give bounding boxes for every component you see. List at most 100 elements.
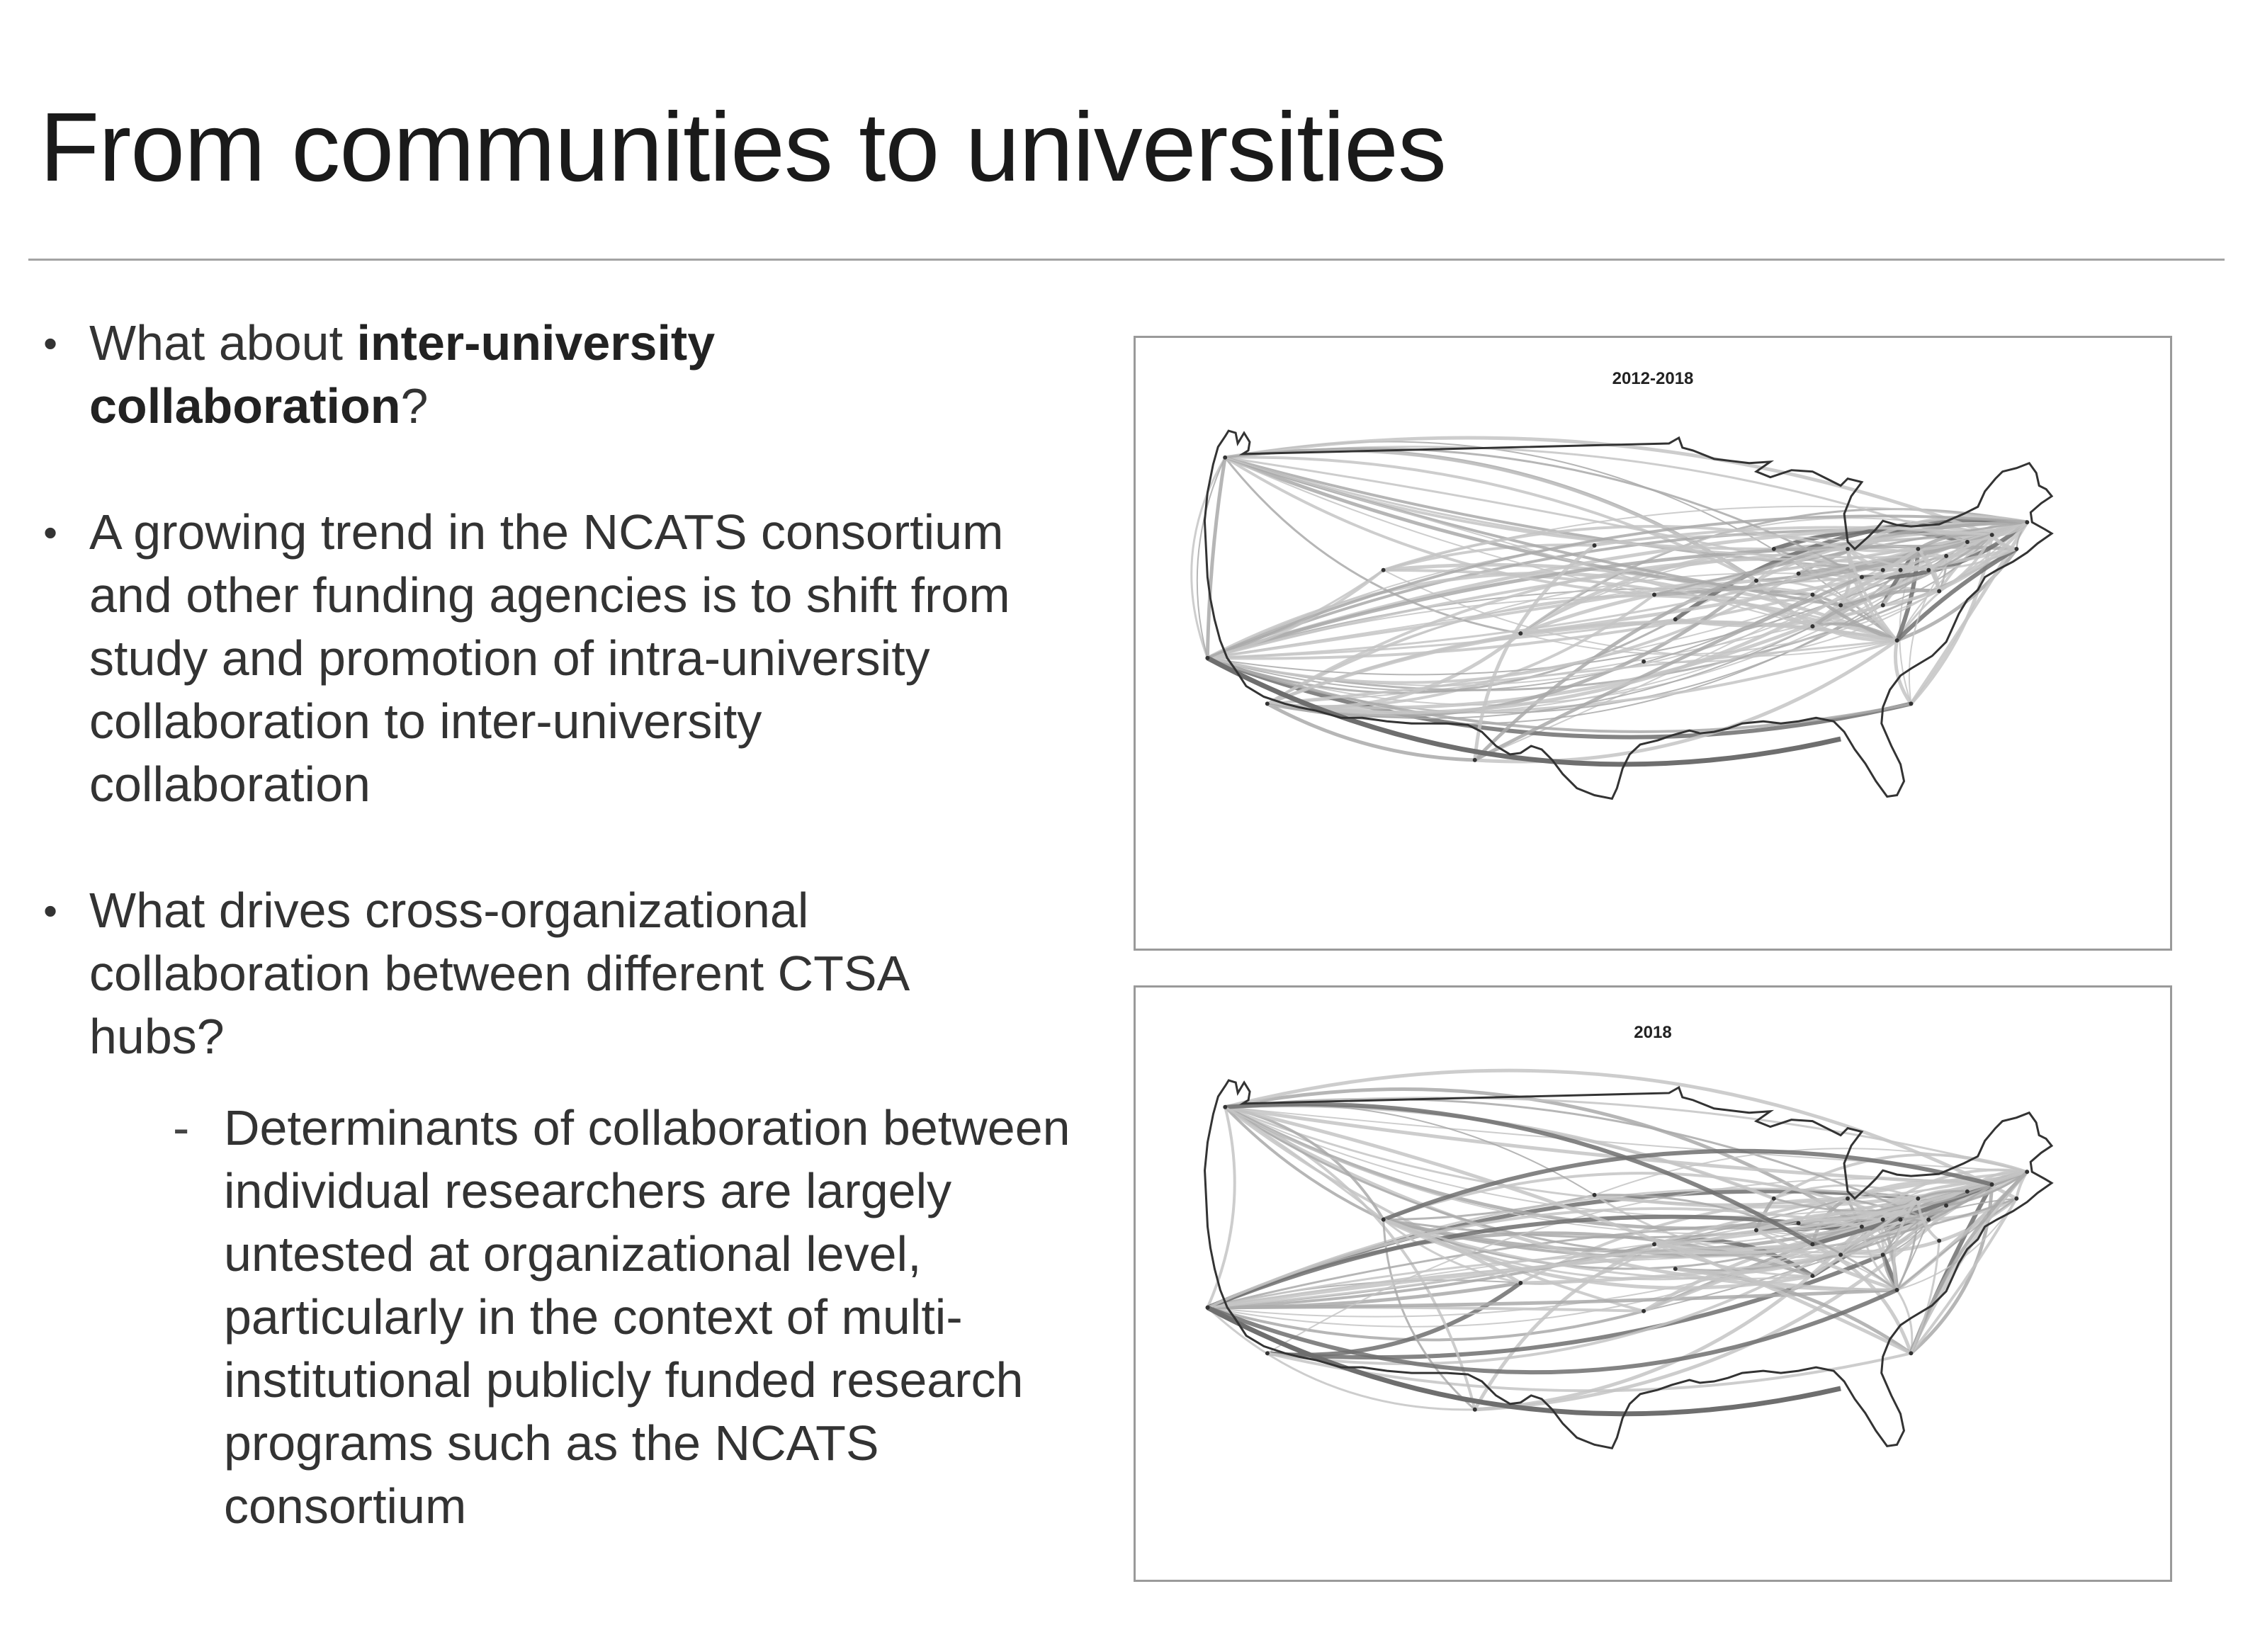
- hub-node: [1592, 1192, 1597, 1197]
- collaboration-edge: [1207, 1288, 1897, 1310]
- hub-node: [1894, 638, 1899, 643]
- collaboration-edge: [1207, 594, 1841, 659]
- collaboration-edge: [1892, 1197, 1919, 1291]
- hub-node: [1859, 575, 1864, 579]
- hub-node: [1965, 540, 1970, 544]
- collaboration-edge: [1224, 456, 1521, 635]
- collaboration-edge: [1643, 1190, 1968, 1313]
- collaboration-edge: [1847, 548, 2018, 570]
- hub-node: [1205, 1305, 1210, 1310]
- collaboration-edge: [1894, 548, 1921, 642]
- hub-node: [1944, 1203, 1949, 1208]
- collaboration-edge: [1196, 457, 1226, 659]
- us-outline: [1204, 1079, 2054, 1450]
- collaboration-edge: [1474, 1190, 1969, 1412]
- hub-node: [1381, 567, 1386, 572]
- collaboration-edge: [1207, 1288, 1898, 1375]
- hub-node: [1652, 592, 1656, 597]
- hub-node: [1898, 567, 1903, 572]
- collaboration-edge: [1654, 533, 1993, 596]
- collaboration-edge: [1383, 1172, 1902, 1221]
- collaboration-edge: [1207, 1306, 1644, 1342]
- collaboration-edge: [1267, 521, 2028, 705]
- collaboration-edge: [1207, 1207, 1863, 1309]
- collaboration-edge: [1756, 531, 1992, 582]
- collaboration-edge: [1945, 1170, 2028, 1207]
- bullet-line: collaboration to inter-university: [89, 694, 762, 749]
- collaboration-edge: [1654, 1243, 1813, 1250]
- collaboration-edge: [1266, 558, 1929, 706]
- hub-node: [1838, 603, 1843, 608]
- bullet-line: collaboration?: [89, 375, 1053, 438]
- hub-node: [1846, 1196, 1851, 1201]
- text-run: What about: [89, 315, 357, 370]
- collaboration-map-2018: 2018: [1134, 985, 2172, 1582]
- collaboration-edge: [1654, 1197, 1919, 1255]
- hub-node: [1642, 1308, 1646, 1313]
- collaboration-edge: [1900, 1204, 1947, 1221]
- collaboration-edge: [1267, 639, 1897, 705]
- collaboration-edge: [1224, 1105, 1912, 1355]
- collaboration-edge: [1224, 1106, 1384, 1221]
- collaboration-edge: [1206, 1305, 1841, 1417]
- collaboration-edge: [1908, 541, 1968, 704]
- text-run-bold: collaboration: [89, 378, 401, 434]
- hub-node: [1223, 455, 1228, 460]
- collaboration-edge: [1207, 1306, 1475, 1411]
- collaboration-edge: [1207, 1214, 1799, 1310]
- bullet-line: collaboration between different CTSA: [89, 946, 910, 1001]
- hub-node: [1859, 1224, 1864, 1229]
- sub-bullet-line: programs such as the NCATS: [224, 1415, 879, 1471]
- collaboration-edge: [1207, 514, 2028, 660]
- hub-node: [1472, 1407, 1477, 1412]
- collaboration-edge: [1916, 1198, 1940, 1242]
- collaboration-edge: [1917, 1189, 1967, 1200]
- collaboration-edge: [1267, 626, 1813, 719]
- collaboration-edge: [1267, 1177, 1992, 1354]
- hub-node: [1937, 589, 1942, 594]
- hub-node: [1880, 567, 1885, 572]
- collaboration-edges: [1190, 436, 2029, 767]
- collaboration-edge: [1267, 1218, 1884, 1366]
- bullet-dot-icon: •: [43, 888, 57, 933]
- bullet-line: and other funding agencies is to shift f…: [89, 567, 1010, 623]
- collaboration-edge: [1894, 640, 1913, 705]
- bullet-line: hubs?: [89, 1009, 225, 1064]
- sub-bullet-line: Determinants of collaboration between: [224, 1100, 1070, 1155]
- hub-node: [1937, 1238, 1942, 1243]
- hub-node: [1916, 546, 1921, 551]
- hub-node: [1926, 1217, 1931, 1222]
- hub-node: [1909, 701, 1914, 706]
- hub-node: [1223, 1104, 1228, 1109]
- hub-node: [1652, 1242, 1656, 1247]
- collaboration-edge: [1224, 1106, 1384, 1221]
- hub-node: [1846, 546, 1851, 551]
- collaboration-edge: [1895, 547, 2018, 643]
- collaboration-edge: [1812, 622, 1898, 642]
- hub-node: [2014, 546, 2019, 551]
- collaboration-edge: [1224, 456, 1655, 596]
- collaboration-edge: [1225, 1102, 1814, 1246]
- collaboration-edge: [1882, 521, 2029, 607]
- hub-node: [1753, 1228, 1758, 1233]
- collaboration-edge: [1520, 590, 1940, 655]
- hub-node: [1472, 757, 1477, 762]
- collaboration-edge: [1773, 1153, 2028, 1200]
- bullet-item: • What drives cross-organizational colla…: [40, 879, 1070, 1538]
- hub-node: [1838, 1252, 1843, 1257]
- hub-node: [1381, 1217, 1386, 1222]
- collaboration-edge: [1205, 457, 1227, 658]
- hub-node: [1796, 1221, 1801, 1226]
- hub-node: [1989, 1182, 1994, 1187]
- hub-node: [1810, 592, 1815, 597]
- hub-node: [1265, 701, 1270, 706]
- collaboration-edge: [1846, 514, 2028, 551]
- collaboration-edge: [1520, 508, 2028, 635]
- collaboration-edge: [1207, 548, 1919, 660]
- collaboration-edge: [1846, 548, 1901, 572]
- collaboration-edge: [1473, 520, 2028, 762]
- collaboration-edge: [1382, 1218, 1813, 1290]
- collaboration-edge: [1382, 1218, 1521, 1284]
- collaboration-edges: [1206, 1068, 2029, 1417]
- us-network-map: [1204, 1068, 2054, 1450]
